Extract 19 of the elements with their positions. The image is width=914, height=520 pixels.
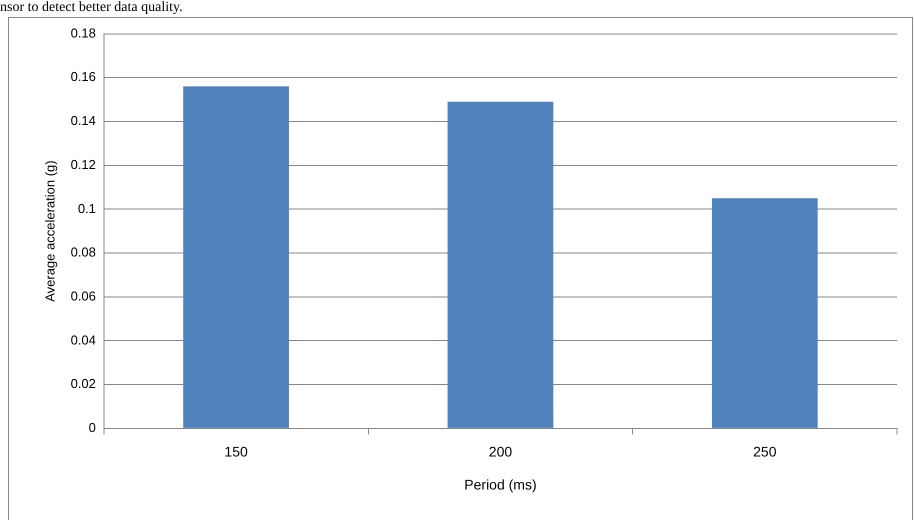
text: nsor to detect better data quality. — [0, 0, 183, 16]
y-tick-label: 0.02 — [70, 376, 96, 392]
y-tick-label: 0.06 — [70, 288, 96, 304]
y-tick-label: 0.18 — [70, 25, 96, 40]
bar — [712, 198, 818, 428]
x-tick-label: 200 — [488, 444, 512, 460]
y-axis-title: Average acceleration (g) — [42, 160, 58, 302]
y-tick-label: 0.08 — [70, 244, 96, 260]
x-tick-label: 150 — [224, 444, 248, 460]
y-tick-label: 0.1 — [78, 200, 96, 216]
y-tick-label: 0.12 — [70, 156, 96, 172]
y-tick-label: 0 — [88, 420, 96, 435]
y-tick-label: 0.16 — [70, 69, 96, 84]
x-tick-label: 250 — [753, 444, 777, 460]
y-tick-label: 0.04 — [70, 332, 96, 348]
x-axis-title: Period (ms) — [464, 476, 537, 492]
bar — [183, 86, 289, 428]
bar — [448, 102, 554, 428]
y-tick-label: 0.14 — [70, 113, 96, 128]
